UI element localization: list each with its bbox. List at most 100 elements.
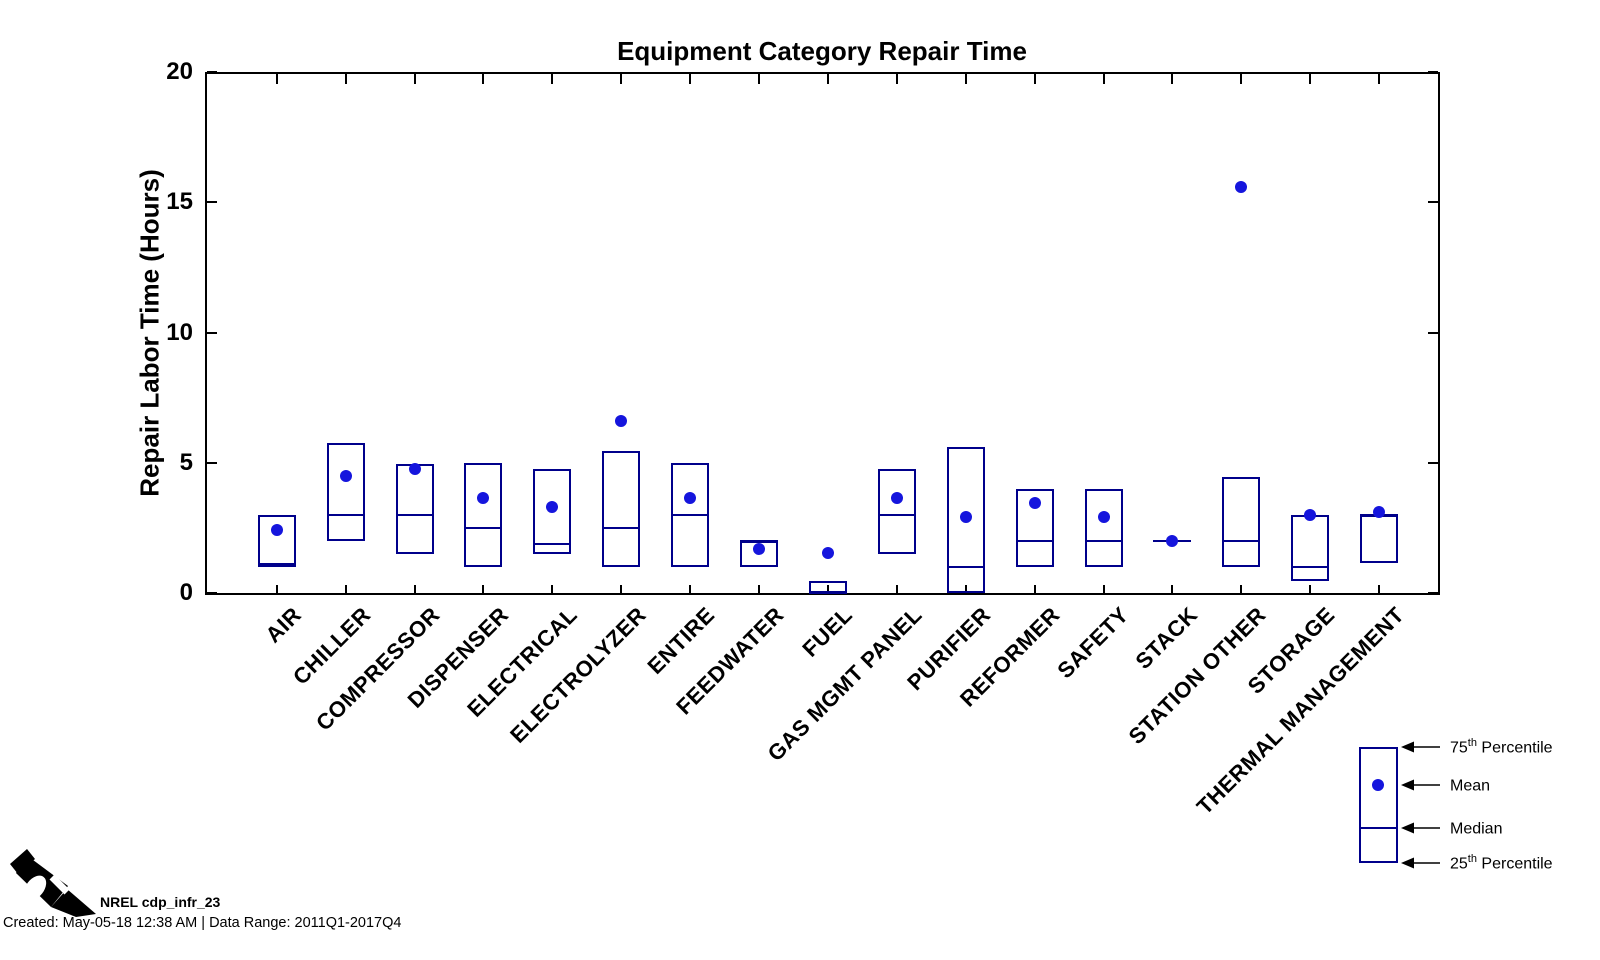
x-tick-label: AIR xyxy=(260,602,307,648)
box-plot-box xyxy=(395,464,434,554)
mean-marker xyxy=(753,542,765,555)
legend-label: Mean xyxy=(1450,777,1491,795)
x-tick xyxy=(1171,74,1174,84)
y-tick xyxy=(1428,71,1438,73)
footer-credit: NREL cdp_infr_23 xyxy=(100,894,221,910)
mean-marker xyxy=(684,491,697,504)
mean-marker xyxy=(270,524,283,537)
arrow-left-icon xyxy=(1401,822,1440,834)
median-line xyxy=(257,563,296,566)
median-line xyxy=(395,513,434,516)
x-tick xyxy=(689,74,692,84)
x-tick xyxy=(1033,585,1036,595)
x-tick xyxy=(1378,74,1381,84)
arrow-left-icon xyxy=(1401,857,1440,869)
median-line xyxy=(1291,565,1330,568)
mean-marker xyxy=(339,469,352,482)
median-line xyxy=(808,592,847,594)
median-line xyxy=(946,565,985,568)
median-line xyxy=(671,513,710,516)
mean-marker xyxy=(1166,534,1179,547)
mean-marker xyxy=(408,463,421,476)
box-plot-box xyxy=(1084,488,1123,567)
y-tick-label: 15 xyxy=(166,188,193,216)
x-tick xyxy=(551,74,554,84)
x-tick xyxy=(964,74,967,84)
x-tick-label: COMPRESSOR xyxy=(310,602,445,736)
x-tick xyxy=(1309,74,1312,84)
y-tick xyxy=(1428,592,1438,594)
median-line xyxy=(740,539,778,542)
box-plot-box xyxy=(1360,514,1399,564)
x-tick-label: FUEL xyxy=(797,602,858,662)
y-tick xyxy=(207,592,217,594)
y-tick xyxy=(1428,461,1438,464)
x-tick xyxy=(1309,585,1312,595)
footer-created: Created: May-05-18 12:38 AM | Data Range… xyxy=(3,915,402,931)
axis-top xyxy=(205,72,1440,74)
x-tick xyxy=(895,585,898,595)
x-tick xyxy=(1378,585,1381,595)
x-tick xyxy=(1171,585,1174,595)
x-tick xyxy=(413,74,416,84)
x-tick-label: SAFETY xyxy=(1052,602,1134,684)
x-tick xyxy=(344,74,347,84)
y-tick xyxy=(1428,201,1438,204)
mean-marker xyxy=(1097,511,1110,524)
y-tick xyxy=(1428,331,1438,334)
mean-marker xyxy=(1028,497,1041,510)
y-tick xyxy=(207,461,217,464)
x-tick xyxy=(826,74,829,84)
mean-marker xyxy=(1304,508,1317,521)
box-plot-box xyxy=(533,469,572,554)
legend-box xyxy=(1359,747,1398,863)
mean-marker xyxy=(959,511,972,524)
x-tick xyxy=(1240,585,1243,595)
mean-marker xyxy=(477,491,490,504)
axis-right xyxy=(1438,72,1440,595)
box-plot-box xyxy=(464,462,503,567)
box-plot-box xyxy=(1291,514,1330,582)
x-tick xyxy=(758,585,760,595)
legend-item-75th: 75th Percentile xyxy=(1400,736,1553,758)
x-tick xyxy=(275,74,278,84)
median-line xyxy=(464,526,503,529)
y-tick xyxy=(207,331,217,334)
mean-marker xyxy=(890,491,903,504)
y-tick xyxy=(207,71,217,73)
y-tick-label: 0 xyxy=(179,579,193,606)
x-tick xyxy=(1102,585,1105,595)
median-line xyxy=(1084,539,1123,542)
legend-mean-marker-icon xyxy=(1372,779,1384,791)
x-tick xyxy=(344,585,347,595)
median-line xyxy=(602,526,641,529)
x-tick xyxy=(1102,74,1105,84)
x-tick xyxy=(620,74,623,84)
legend-item-25th: 25th Percentile xyxy=(1400,852,1553,874)
y-tick-label: 5 xyxy=(179,448,193,476)
median-line xyxy=(533,542,572,545)
axis-left xyxy=(205,72,207,595)
x-tick xyxy=(413,585,416,595)
box-plot-box xyxy=(1015,488,1054,567)
box-plot-box xyxy=(946,447,985,593)
x-tick xyxy=(275,585,278,595)
axis-bottom xyxy=(205,593,1440,595)
x-tick xyxy=(689,585,692,595)
mean-marker xyxy=(1235,180,1248,193)
y-tick xyxy=(207,201,217,204)
x-tick xyxy=(1240,74,1243,84)
x-tick xyxy=(895,74,898,84)
median-line xyxy=(326,513,365,516)
legend-median-line xyxy=(1361,827,1396,829)
x-tick xyxy=(964,585,967,595)
box-plot-box xyxy=(257,514,296,567)
x-tick xyxy=(551,585,554,595)
x-tick xyxy=(826,585,829,595)
median-line xyxy=(1222,539,1261,542)
median-line xyxy=(1015,539,1054,542)
x-tick xyxy=(620,585,623,595)
mean-marker xyxy=(821,546,834,559)
x-tick xyxy=(482,74,485,84)
